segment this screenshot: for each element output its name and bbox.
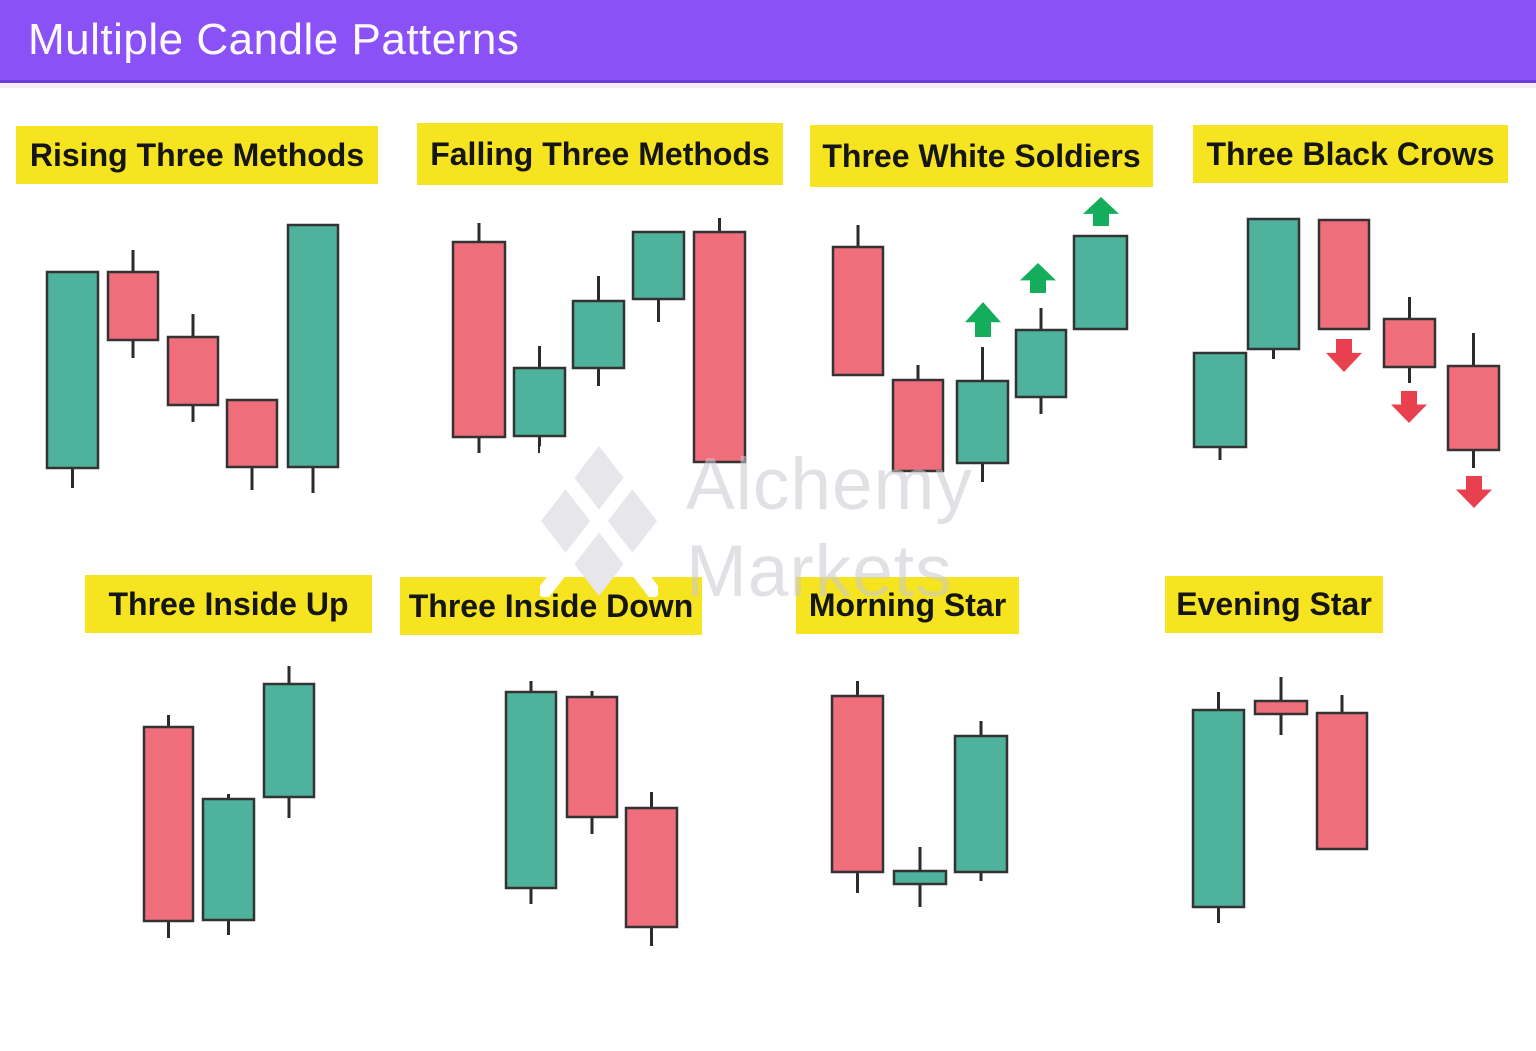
- falling-three-methods-candle-body-bull: [571, 299, 626, 370]
- three-inside-down-candle-body-bear: [565, 695, 619, 819]
- down-arrow-icon: [1456, 476, 1492, 508]
- three-white-soldiers-candle-body-bull: [1014, 328, 1068, 399]
- three-black-crows-candle-body-bear: [1446, 364, 1501, 452]
- morning-star-candle-body-bull: [953, 734, 1009, 874]
- up-arrow-icon: [1020, 263, 1056, 293]
- morning-star-candle-body-bear: [830, 694, 885, 874]
- three-inside-up-candle-body-bear: [142, 725, 195, 923]
- header-divider: [0, 83, 1536, 88]
- three-inside-up-candle-body-bull: [201, 797, 256, 922]
- falling-three-methods-candle-body-bear: [451, 240, 507, 439]
- three-white-soldiers-candle-body-bear: [891, 378, 945, 473]
- three-white-soldiers-candle-body-bull: [1072, 234, 1129, 331]
- three-black-crows-candle-body-bear: [1317, 218, 1371, 331]
- three-black-crows-candle-body-bull: [1192, 351, 1248, 449]
- rising-three-methods-candle-body-bear: [166, 335, 220, 407]
- morning-star-candle-body-bull: [892, 869, 948, 886]
- three-inside-down-candle-body-bull: [504, 690, 558, 890]
- evening-star-candle-body-bear: [1253, 699, 1309, 716]
- pattern-label-three-black-crows: Three Black Crows: [1193, 125, 1508, 183]
- page-title: Multiple Candle Patterns: [28, 15, 520, 64]
- pattern-label-three-white-soldiers: Three White Soldiers: [810, 125, 1153, 187]
- falling-three-methods-candle-body-bull: [512, 366, 567, 438]
- three-inside-up-candle-body-bull: [262, 682, 316, 799]
- rising-three-methods-candle-body-bull: [286, 223, 340, 469]
- pattern-label-three-inside-up: Three Inside Up: [85, 575, 372, 633]
- pattern-label-morning-star: Morning Star: [796, 577, 1019, 634]
- evening-star-candle-body-bull: [1191, 708, 1246, 909]
- down-arrow-icon: [1391, 391, 1427, 423]
- up-arrow-icon: [1083, 197, 1119, 226]
- down-arrow-icon: [1326, 339, 1362, 372]
- header-bar: Multiple Candle Patterns: [0, 0, 1536, 83]
- pattern-label-falling-three-methods: Falling Three Methods: [417, 123, 783, 185]
- rising-three-methods-candle-body-bear: [106, 270, 160, 342]
- three-black-crows-candle-body-bear: [1382, 317, 1437, 369]
- rising-three-methods-candle-body-bull: [45, 270, 100, 470]
- falling-three-methods-candle-body-bull: [631, 230, 686, 301]
- pattern-label-rising-three-methods: Rising Three Methods: [16, 126, 378, 184]
- rising-three-methods-candle-body-bear: [225, 398, 279, 469]
- evening-star-candle-body-bear: [1315, 711, 1369, 851]
- three-white-soldiers-candle-body-bear: [831, 245, 885, 377]
- three-inside-down-candle-body-bear: [624, 806, 679, 929]
- falling-three-methods-candle-body-bear: [692, 230, 747, 464]
- three-white-soldiers-candle-body-bull: [955, 379, 1010, 465]
- three-black-crows-candle-body-bull: [1246, 217, 1301, 351]
- up-arrow-icon: [965, 302, 1001, 337]
- pattern-label-evening-star: Evening Star: [1165, 576, 1383, 633]
